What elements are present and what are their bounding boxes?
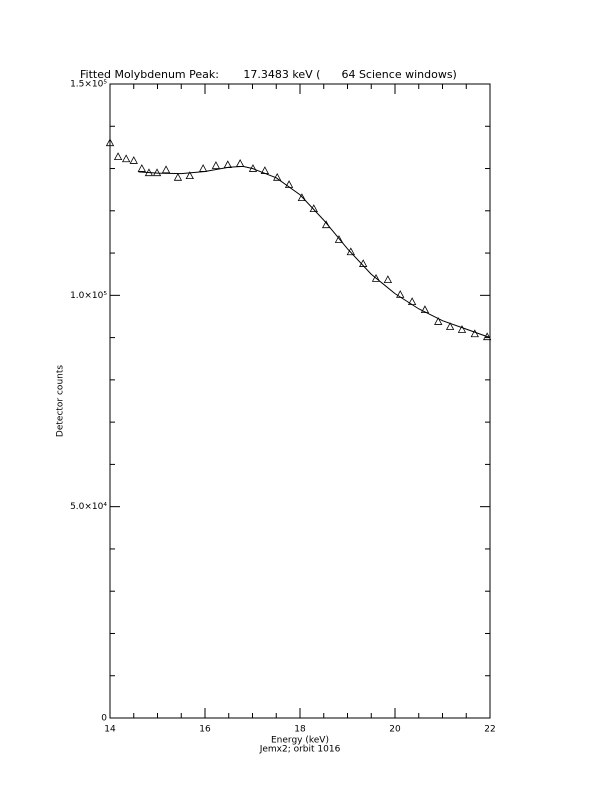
- data-point: [407, 297, 417, 305]
- data-point: [396, 290, 405, 298]
- data-point: [144, 168, 154, 177]
- data-point: [223, 160, 232, 169]
- fit-line: [138, 165, 491, 339]
- y-tick-label: 0: [101, 714, 107, 724]
- data-point: [383, 275, 393, 284]
- data-point: [309, 204, 318, 213]
- x-tick-label: 14: [104, 725, 116, 735]
- plot-frame: [109, 83, 491, 719]
- data-point: [420, 305, 430, 314]
- data-point: [260, 166, 270, 174]
- data-point: [129, 156, 138, 164]
- x-axis-label: Energy (keV): [271, 736, 329, 746]
- chart-title: Fitted Molybdenum Peak: 17.3483 keV ( 64…: [80, 68, 457, 81]
- x-tick-label: 16: [199, 725, 211, 735]
- data-point: [161, 165, 171, 174]
- data-point: [273, 172, 282, 181]
- data-point: [211, 161, 221, 169]
- subtitle: Jemx2; orbit 1016: [259, 745, 341, 755]
- data-point: [457, 325, 467, 333]
- x-tick-label: 20: [389, 725, 401, 735]
- y-tick-label: 1.5×10⁵: [70, 80, 107, 90]
- data-point: [121, 154, 131, 163]
- data-point: [334, 235, 344, 243]
- data-point: [297, 193, 307, 202]
- data-point: [105, 138, 115, 147]
- x-tick-label: 18: [294, 725, 306, 735]
- data-point: [248, 164, 258, 172]
- data-point: [284, 180, 294, 188]
- data-point: [235, 159, 245, 167]
- data-point: [434, 317, 443, 325]
- y-tick-label: 1.0×10⁵: [70, 291, 107, 301]
- data-point: [152, 168, 162, 177]
- data-point: [185, 171, 194, 180]
- data-point: [137, 164, 146, 172]
- data-point: [198, 164, 208, 172]
- data-point: [321, 220, 331, 229]
- data-point: [173, 172, 183, 181]
- y-tick-label: 5.0×10⁴: [70, 502, 107, 512]
- y-axis-label: Detector counts: [56, 365, 66, 437]
- data-point: [445, 322, 455, 330]
- data-point: [371, 274, 381, 282]
- data-point: [470, 329, 479, 338]
- data-point: [113, 152, 123, 161]
- x-tick-label: 22: [484, 725, 495, 735]
- data-point: [482, 332, 492, 341]
- data-point: [346, 247, 355, 256]
- data-point: [359, 259, 368, 267]
